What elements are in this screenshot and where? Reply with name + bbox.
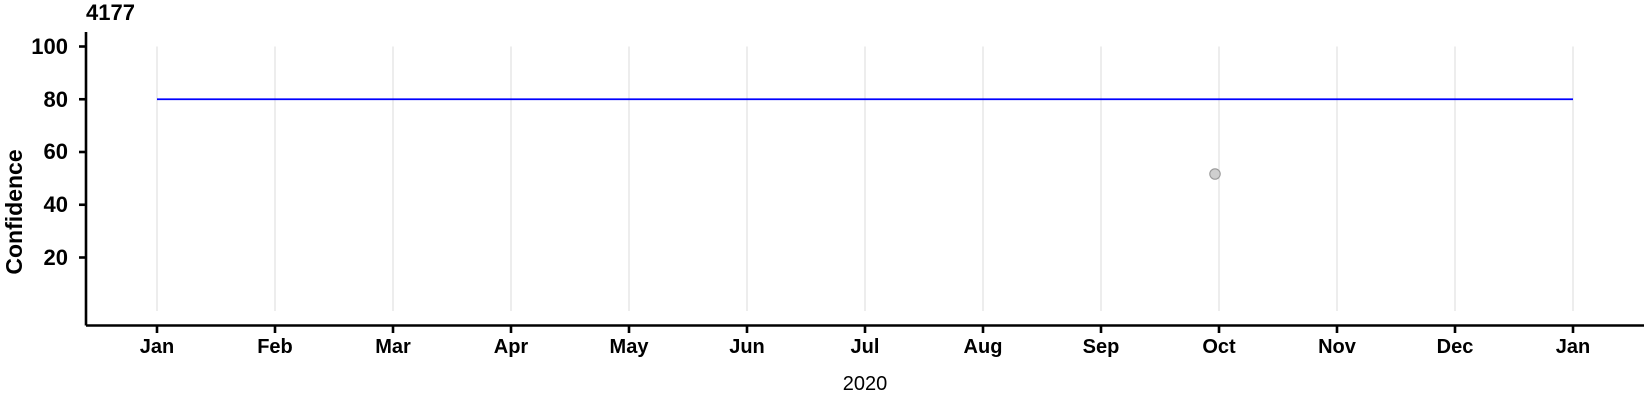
svg-text:Feb: Feb [257, 336, 293, 358]
svg-text:Jun: Jun [729, 336, 765, 358]
svg-text:40: 40 [44, 192, 68, 217]
svg-text:Mar: Mar [375, 336, 411, 358]
svg-text:20: 20 [44, 245, 68, 270]
svg-text:Jul: Jul [851, 336, 880, 358]
svg-text:60: 60 [44, 139, 68, 164]
svg-text:Aug: Aug [964, 336, 1003, 358]
svg-text:Jan: Jan [140, 336, 174, 358]
svg-text:Dec: Dec [1437, 336, 1474, 358]
svg-text:4177: 4177 [86, 0, 135, 25]
svg-text:Jan: Jan [1556, 336, 1590, 358]
svg-text:Apr: Apr [494, 336, 529, 358]
svg-text:Confidence: Confidence [1, 149, 27, 274]
svg-text:Nov: Nov [1318, 336, 1357, 358]
svg-text:Oct: Oct [1202, 336, 1236, 358]
svg-text:Sep: Sep [1083, 336, 1120, 358]
svg-text:May: May [610, 336, 650, 358]
svg-text:100: 100 [31, 34, 68, 59]
svg-text:80: 80 [44, 87, 68, 112]
svg-text:2020: 2020 [843, 373, 888, 395]
